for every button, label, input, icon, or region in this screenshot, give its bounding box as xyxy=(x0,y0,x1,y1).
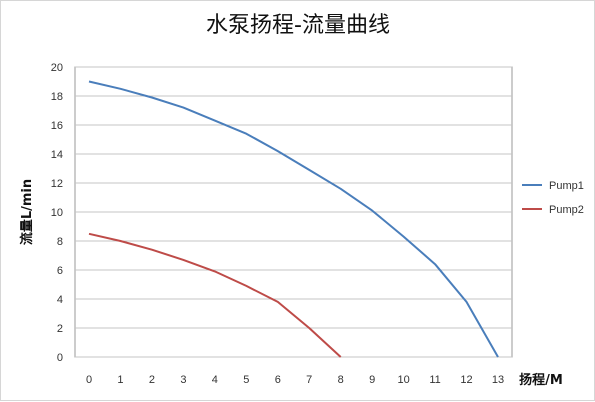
series-line xyxy=(88,232,342,358)
x-tick-label: 7 xyxy=(306,374,312,386)
x-tick-label: 9 xyxy=(369,374,375,386)
x-tick-label: 0 xyxy=(86,374,92,386)
y-tick-label: 20 xyxy=(51,62,63,74)
y-tick-label: 0 xyxy=(57,352,63,364)
x-tick-label: 13 xyxy=(492,374,504,386)
y-axis-label: 流量L/min xyxy=(19,179,35,245)
legend-label: Pump1 xyxy=(549,180,584,192)
legend-label: Pump2 xyxy=(549,204,584,216)
x-tick-label: 1 xyxy=(117,374,123,386)
x-tick-label: 4 xyxy=(212,374,218,386)
x-tick-label: 10 xyxy=(397,374,409,386)
x-tick-label: 11 xyxy=(429,374,440,386)
y-tick-label: 16 xyxy=(51,120,63,132)
x-tick-label: 3 xyxy=(180,374,186,386)
x-tick-label: 5 xyxy=(243,374,249,386)
y-tick-labels: 0 2 4 6 8 10 12 14 16 18 20 xyxy=(51,62,63,364)
legend: Pump1 Pump2 xyxy=(522,180,584,216)
y-tick-label: 18 xyxy=(51,91,63,103)
x-tick-label: 2 xyxy=(149,374,155,386)
y-tick-label: 8 xyxy=(57,236,63,248)
x-tick-label: 6 xyxy=(275,374,281,386)
x-axis-label: 扬程/M xyxy=(519,372,563,388)
series-line xyxy=(88,80,499,358)
series-lines xyxy=(88,80,499,358)
x-tick-labels: 0 1 2 3 4 5 6 7 8 9 10 11 12 13 xyxy=(86,374,504,386)
chart-title: 水泵扬程-流量曲线 xyxy=(206,13,390,38)
x-tick-label: 8 xyxy=(338,374,344,386)
y-tick-label: 12 xyxy=(51,178,63,190)
y-tick-label: 4 xyxy=(57,294,63,306)
x-tick-label: 12 xyxy=(460,374,472,386)
y-tick-label: 6 xyxy=(57,265,63,277)
y-tick-label: 14 xyxy=(51,149,63,161)
y-tick-label: 2 xyxy=(57,323,63,335)
y-tick-label: 10 xyxy=(51,207,63,219)
